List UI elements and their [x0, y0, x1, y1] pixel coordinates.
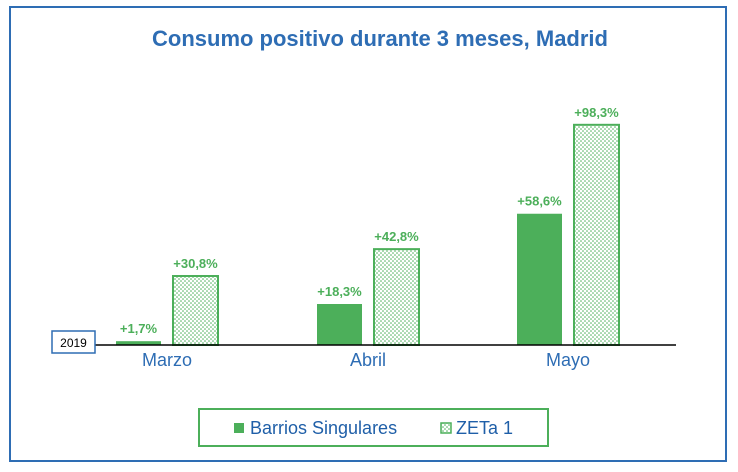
legend: Barrios Singulares ZETa 1: [198, 408, 549, 447]
baseline-label-text: 2019: [60, 336, 87, 350]
category-label-mayo: Mayo: [546, 350, 590, 370]
bar-barrios-singulares-abril: [317, 304, 362, 345]
category-label-marzo: Marzo: [142, 350, 192, 370]
category-label-abril: Abril: [350, 350, 386, 370]
value-label-barrios-singulares-abril: +18,3%: [317, 284, 362, 299]
bar-zeta-1-marzo: [172, 275, 219, 346]
baseline-label: 2019: [51, 330, 96, 354]
bar-zeta-1-mayo: [573, 123, 620, 346]
value-label-barrios-singulares-mayo: +58,6%: [517, 194, 562, 209]
legend-swatch-barrios-singulares: [234, 423, 244, 433]
legend-label-barrios-singulares: Barrios Singulares: [250, 418, 397, 438]
bars-group: [116, 123, 620, 347]
value-label-zeta-1-abril: +42,8%: [374, 229, 419, 244]
bar-zeta-1-abril: [373, 248, 420, 347]
value-label-zeta-1-mayo: +98,3%: [574, 105, 619, 120]
value-label-barrios-singulares-marzo: +1,7%: [120, 321, 158, 336]
chart-title: Consumo positivo durante 3 meses, Madrid: [152, 26, 608, 51]
bar-barrios-singulares-mayo: [517, 213, 562, 345]
chart-frame: [9, 6, 727, 462]
value-labels-group: +1,7% +30,8% +18,3% +42,8% +58,6% +98,3%: [120, 105, 619, 336]
value-label-zeta-1-marzo: +30,8%: [173, 256, 218, 271]
category-labels-group: Marzo Abril Mayo: [142, 350, 590, 370]
legend-box: [198, 408, 549, 447]
bar-barrios-singulares-marzo: [116, 341, 161, 345]
legend-swatch-zeta-1: [440, 422, 452, 434]
legend-label-zeta-1: ZETa 1: [456, 418, 513, 438]
